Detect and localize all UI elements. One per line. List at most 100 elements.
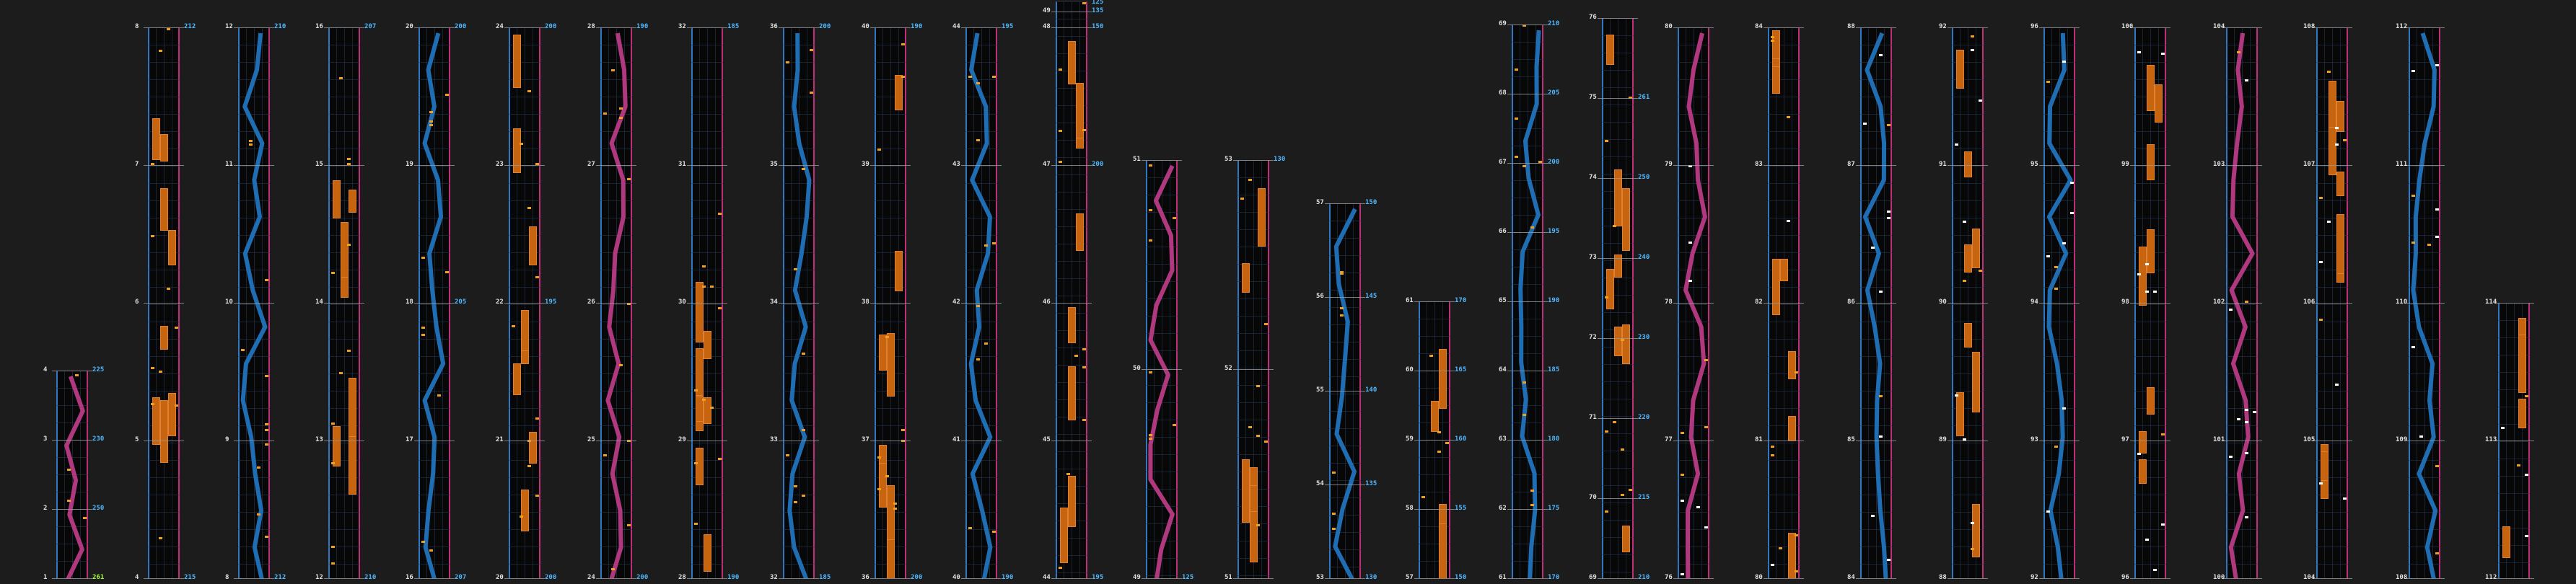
measure-line [1948,578,1988,579]
tap-note [1256,434,1260,437]
hold-note [1622,526,1630,553]
measure-number: 98 [2121,298,2129,306]
tap-note [619,117,623,120]
grid-line-horizontal [2409,79,2440,80]
hold-note [895,251,903,291]
grid-line-horizontal [148,529,180,530]
grid-line-horizontal [1602,70,1634,71]
tap-note [75,373,79,376]
tap-note [694,462,698,465]
grid-line-horizontal [1678,183,1709,184]
tap-note [527,90,531,93]
measure-line [1598,498,1638,499]
grid-line-horizontal [148,79,180,80]
chart-column: 16 207 17 18 205 19 20 200 [406,22,494,584]
grid-line-horizontal [1056,105,1087,106]
grid-line-horizontal [2043,131,2075,132]
tap-note [1059,129,1062,132]
grid-line-horizontal [2226,477,2258,478]
bpm-label: 150 [1092,23,1104,30]
grid-line-horizontal [965,425,997,426]
grid-line-horizontal [783,166,815,167]
tap-note [1332,471,1336,474]
grid-line-horizontal [419,529,450,530]
measure-number: 49 [1133,574,1141,581]
measure-number: 79 [1665,161,1673,168]
chart-column: 20 200 21 22 195 23 24 200 [496,22,584,584]
grid-line-horizontal [2043,339,2075,340]
tap-note [2062,407,2066,410]
grid-line-horizontal [2409,183,2440,184]
grid-line-horizontal [1329,428,1361,429]
grid-line-horizontal [2134,131,2166,132]
tap-note [421,333,425,336]
tap-note [1879,54,1883,57]
grid-line-horizontal [1237,281,1269,282]
grid-line-horizontal [2316,408,2348,409]
hold-note [529,431,537,464]
grid-line-horizontal [2134,339,2166,340]
measure-number: 16 [315,23,323,30]
grid-line-horizontal [56,561,88,562]
measure-number: 94 [2030,298,2038,306]
tap-note [1332,528,1336,531]
hold-note [168,392,176,437]
note-overlay [1952,33,1984,578]
hold-note [1780,258,1788,281]
grid-line-horizontal [1860,373,1892,374]
measure-number: 55 [1316,386,1324,394]
tap-note [1530,489,1534,492]
grid-line-horizontal [965,339,997,340]
grid-line-horizontal [2409,200,2440,201]
grid-line-horizontal [1860,114,1892,115]
tap-note [2435,552,2439,554]
grid-line-horizontal [328,373,360,374]
grid-line-horizontal [509,252,540,253]
chart-column: 8 212 9 10 11 12 210 [225,22,313,584]
grid-line-horizontal [2498,545,2530,546]
measure-line [2130,578,2170,579]
grid-line-horizontal [875,183,906,184]
measure-line [2039,27,2080,28]
tap-note [968,76,972,79]
tap-note [885,475,889,478]
grid-line-horizontal [1768,512,1800,513]
grid-line-horizontal [1768,62,1800,63]
grid-line-horizontal [965,79,997,80]
grid-line-horizontal [148,287,180,288]
tap-note [786,61,789,64]
grid-line-horizontal [509,131,540,132]
hold-note [152,397,160,446]
tap-note [619,107,623,110]
grid-line-horizontal [1602,537,1634,538]
tap-note [2229,455,2233,458]
grid-line-horizontal [2498,337,2530,338]
grid-line-horizontal [328,166,360,167]
grid-line-horizontal [148,114,180,115]
tap-note [2501,427,2505,430]
grid-line-horizontal [875,114,906,115]
hold-note [1606,269,1614,309]
lane-left-edge [1602,18,1603,578]
measure-line [596,165,636,166]
grid-line-horizontal [1678,235,1709,236]
hold-note [1439,348,1447,410]
measure-line [324,578,364,579]
measure-number: 66 [1499,228,1507,235]
grid-line-horizontal [1512,422,1543,423]
note-lane [1602,18,1634,578]
measure-number: 25 [587,436,595,443]
hold-note [1258,188,1266,247]
grid-line-horizontal [1768,79,1800,80]
grid-line-horizontal [509,564,540,565]
tap-note [421,256,425,259]
measure-number: 93 [2030,436,2038,443]
tap-note [1530,226,1534,229]
grid-line-horizontal [600,477,632,478]
grid-line-horizontal [600,529,632,530]
tap-note [2319,318,2323,321]
measure-number: 97 [2121,436,2129,443]
arc-note [1862,32,1888,578]
grid-line-horizontal [1056,538,1087,539]
hold-note [1972,504,1980,557]
